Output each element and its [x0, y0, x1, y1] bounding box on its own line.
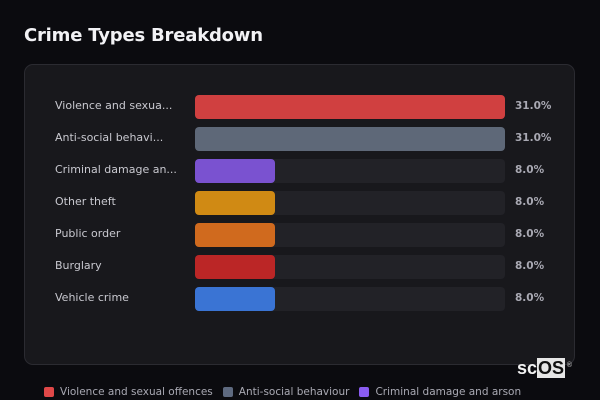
logo-sc: sc — [517, 358, 538, 378]
legend-swatch — [359, 387, 370, 397]
bar-row: Criminal damage an... 8.0% — [25, 159, 574, 183]
bar-track — [195, 191, 505, 215]
bar-row: Vehicle crime 8.0% — [25, 287, 574, 311]
bar-value: 8.0% — [515, 196, 545, 208]
page-title: Crime Types Breakdown — [24, 25, 263, 46]
bar-label: Vehicle crime — [55, 291, 129, 304]
bar-track — [195, 287, 505, 311]
bar-value: 31.0% — [515, 132, 552, 144]
bar-label: Anti-social behavi... — [55, 131, 164, 144]
bar-row: Anti-social behavi... 31.0% — [25, 127, 574, 151]
bar-row: Violence and sexua... 31.0% — [25, 95, 574, 119]
bar[interactable] — [195, 159, 275, 183]
bar-track — [195, 127, 505, 151]
bar[interactable] — [195, 127, 505, 151]
logo-os: OS — [537, 358, 566, 378]
bar[interactable] — [195, 191, 275, 215]
bar-label: Public order — [55, 227, 121, 240]
bar[interactable] — [195, 95, 505, 119]
bar-row: Burglary 8.0% — [25, 255, 574, 279]
bar[interactable] — [195, 287, 275, 311]
bar-label: Burglary — [55, 259, 102, 272]
bar-value: 8.0% — [515, 292, 545, 304]
bar-label: Other theft — [55, 195, 116, 208]
bar[interactable] — [195, 255, 275, 279]
legend-swatch — [44, 387, 54, 397]
bar-row: Other theft 8.0% — [25, 191, 574, 215]
bar-track — [195, 223, 505, 247]
bar-label: Violence and sexua... — [55, 99, 173, 112]
bar-track — [195, 255, 505, 279]
bar-label: Criminal damage an... — [55, 163, 177, 176]
registered-mark: ® — [566, 362, 573, 369]
legend-swatch — [222, 387, 233, 397]
bar-track — [195, 95, 505, 119]
legend-item[interactable]: Violence and sexual offences — [44, 386, 213, 398]
bar[interactable] — [195, 223, 275, 247]
legend-item[interactable]: Anti-social behaviour — [222, 386, 350, 398]
legend-label: Anti-social behaviour — [238, 386, 350, 398]
bar-value: 8.0% — [515, 164, 545, 176]
bar-track — [195, 159, 505, 183]
bar-value: 8.0% — [515, 228, 545, 240]
bar-value: 31.0% — [515, 100, 552, 112]
bar-value: 8.0% — [515, 260, 545, 272]
chart-card: Violence and sexua... 31.0% Anti-social b… — [24, 64, 575, 365]
legend-label: Criminal damage and arson — [375, 386, 522, 398]
legend-item[interactable]: Criminal damage and arson — [359, 386, 521, 398]
legend-label: Violence and sexual offences — [60, 386, 213, 398]
chart-legend: Violence and sexual offences Anti-social … — [44, 386, 521, 398]
scos-logo: scOS ® — [517, 358, 572, 378]
bar-row: Public order 8.0% — [25, 223, 574, 247]
